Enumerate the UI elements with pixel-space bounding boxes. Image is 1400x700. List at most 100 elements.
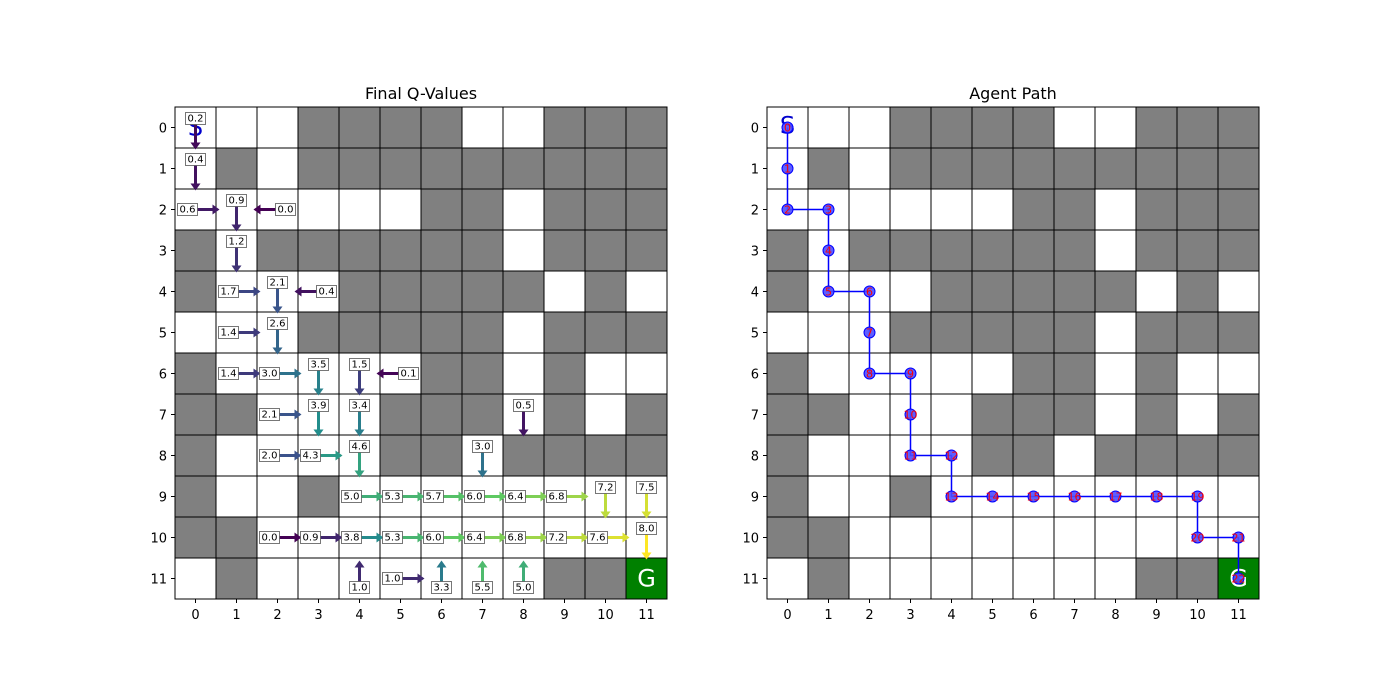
agent-path-step-label: 1: [784, 163, 791, 176]
q-wall-cell: [379, 106, 422, 149]
q-x-tick-label: 7: [478, 608, 486, 623]
q-free-cell: [625, 352, 668, 395]
agent-path-step-label: 4: [825, 245, 832, 258]
q-free-cell: [502, 188, 545, 231]
q-arrow-head: [253, 368, 261, 379]
q-x-tick-label: 1: [232, 608, 240, 623]
q-arrow: 0.5: [513, 399, 534, 437]
q-value-label: 5.3: [382, 531, 403, 544]
q-value-text: 6.0: [426, 533, 442, 544]
agent-path-point: [822, 285, 835, 298]
path-free-cell: [1094, 516, 1137, 559]
q-value-label-box: [349, 440, 370, 453]
path-wall-cell: [930, 270, 973, 313]
agent-path-step-label: 19: [1191, 491, 1205, 504]
path-free-cell: [807, 311, 850, 354]
q-value-text: 2.0: [262, 451, 278, 462]
path-wall-cell: [889, 311, 932, 354]
path-wall-cell: [971, 229, 1014, 272]
q-value-text: 5.3: [385, 492, 401, 503]
q-wall-cell: [584, 311, 627, 354]
q-value-label-box: [259, 367, 280, 380]
q-y-tick-label: 10: [150, 532, 167, 547]
q-free-cell: [256, 475, 299, 518]
q-arrow: 3.9: [308, 399, 329, 437]
q-value-label-box: [595, 481, 616, 494]
q-value-label: 0.6: [177, 203, 198, 216]
path-wall-cell: [807, 147, 850, 190]
agent-path-step-label: 10: [904, 409, 918, 422]
path-wall-cell: [1012, 393, 1055, 436]
path-free-cell: [889, 188, 932, 231]
q-wall-cell: [338, 311, 381, 354]
agent-path-step-label: 7: [866, 327, 873, 340]
q-value-text: 6.8: [549, 492, 565, 503]
q-arrow-head: [272, 306, 283, 314]
path-wall-cell: [1053, 352, 1096, 395]
q-arrow-head: [253, 204, 261, 215]
q-arrow: 3.0: [472, 440, 493, 478]
q-value-label: 0.9: [226, 194, 247, 207]
q-arrow: 5.0: [341, 490, 384, 503]
path-free-cell: [1012, 516, 1055, 559]
q-arrow: 6.0: [423, 531, 466, 544]
path-wall-cell: [1135, 188, 1178, 231]
path-y-tick-label: 1: [751, 163, 759, 178]
q-value-text: 0.1: [401, 369, 417, 380]
q-y-tick-label: 11: [150, 573, 167, 588]
q-arrow: 0.0: [253, 203, 296, 216]
q-wall-cell: [379, 434, 422, 477]
q-arrow-head: [417, 573, 425, 584]
q-wall-cell: [297, 229, 340, 272]
q-wall-cell: [584, 147, 627, 190]
path-free-cell: [766, 557, 809, 600]
q-value-label-box: [316, 285, 337, 298]
q-wall-cell: [584, 434, 627, 477]
q-value-label-box: [349, 399, 370, 412]
q-y-tick-label: 8: [159, 450, 167, 465]
path-wall-cell: [1053, 270, 1096, 313]
q-wall-cell: [174, 393, 217, 436]
q-arrow-head: [417, 532, 425, 543]
path-y-tick-label: 0: [751, 122, 759, 137]
q-value-label: 4.3: [300, 449, 321, 462]
q-wall-cell: [461, 311, 504, 354]
q-wall-cell: [379, 270, 422, 313]
path-free-cell: [807, 475, 850, 518]
q-value-text: 1.4: [221, 369, 237, 380]
q-arrow-head: [190, 183, 201, 191]
q-value-label: 6.4: [464, 531, 485, 544]
agent-path-point: [1109, 490, 1122, 503]
path-wall-cell: [766, 475, 809, 518]
q-value-text: 6.4: [467, 533, 483, 544]
q-values-arrows: 0.2 0.4 0.6 0.9 0.0 1.2 1.7 2.1 0.4 1.4 2.6 1.4 3.0 3…: [177, 112, 657, 594]
q-arrow-head: [354, 388, 365, 396]
path-x-tick-label: 7: [1070, 608, 1078, 623]
agent-path-point: [781, 162, 794, 175]
q-values-axis-ticks: 0 1 2 3 4 5 6 7 8 9 10 11 0 1 2 3 4 5 6 7 8 9 10 11: [150, 122, 654, 624]
q-arrow-head: [272, 347, 283, 355]
q-value-text: 0.4: [319, 287, 335, 298]
q-arrow-head: [518, 429, 529, 437]
q-arrow: 7.2: [595, 481, 616, 519]
path-free-cell: [1094, 311, 1137, 354]
q-value-label-box: [546, 490, 567, 503]
agent-path-step-label: 5: [825, 286, 832, 299]
path-free-cell: [1094, 393, 1137, 436]
q-value-label: 3.4: [349, 399, 370, 412]
q-arrow: 5.5: [472, 560, 493, 594]
q-y-tick-label: 0: [159, 122, 167, 137]
path-free-cell: [971, 516, 1014, 559]
q-free-cell: [256, 106, 299, 149]
q-value-label-box: [472, 440, 493, 453]
agent-path-point: [904, 449, 917, 462]
path-free-cell: [848, 393, 891, 436]
q-value-label: 0.4: [316, 285, 337, 298]
path-wall-cell: [766, 229, 809, 272]
path-y-tick-label: 11: [742, 573, 759, 588]
q-wall-cell: [543, 393, 586, 436]
q-value-label-box: [546, 531, 567, 544]
q-y-tick-label: 1: [159, 163, 167, 178]
q-value-label: 6.4: [505, 490, 526, 503]
